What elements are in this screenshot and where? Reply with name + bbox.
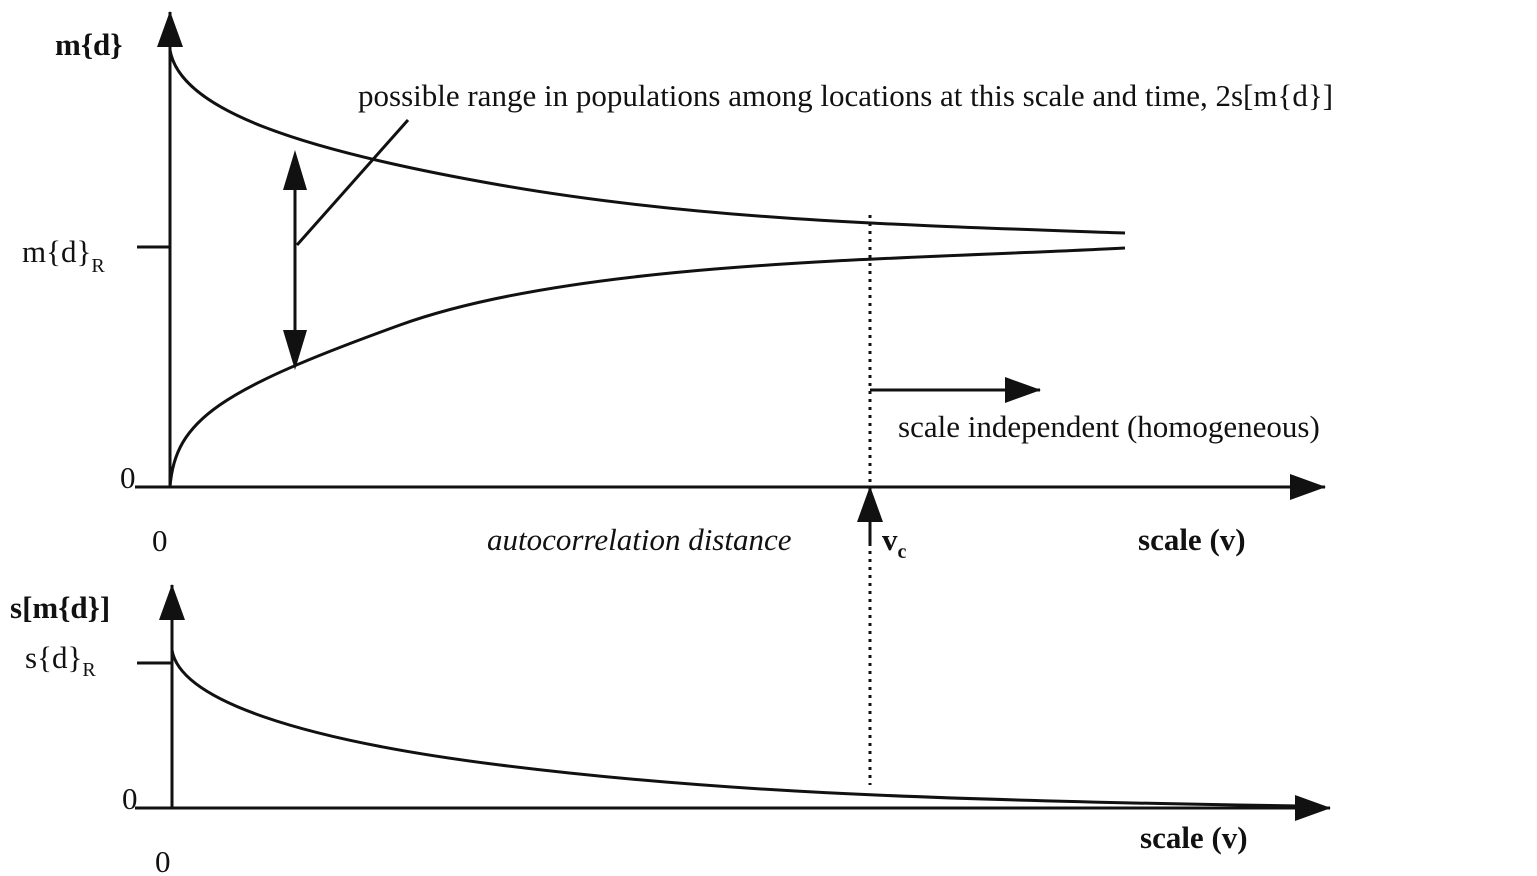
distance-label: autocorrelation distance	[487, 522, 792, 557]
y-axis-label: s[m{d}]	[10, 590, 110, 625]
range-annotation: possible range in populations among loca…	[358, 78, 1333, 113]
x-axis-label: scale (v)	[1140, 820, 1248, 855]
label-sub: c	[898, 541, 907, 563]
independence-annotation: scale independent (homogeneous)	[898, 409, 1320, 444]
deviation-curve	[170, 649, 1301, 808]
label-sub: R	[91, 255, 105, 277]
y-reference-label: m{d}R	[22, 234, 105, 277]
x-origin: 0	[152, 523, 168, 558]
x-axis-label: scale (v)	[1138, 522, 1246, 557]
lower-curve	[168, 246, 1126, 488]
label-main: s{d}	[25, 640, 82, 675]
label-main: m{d}	[22, 234, 91, 269]
critical-scale: vc	[882, 522, 907, 563]
label-sub: R	[82, 659, 96, 681]
y-axis-label: m{d}	[55, 27, 123, 62]
y-origin: 0	[120, 460, 136, 495]
bottom-panel: s[m{d}] s{d}R 0 0 scale (v)	[10, 584, 1331, 876]
top-panel: m{d} m{d}R 0 0 possible range in populat…	[22, 11, 1333, 563]
upper-curve	[168, 49, 1126, 235]
y-origin: 0	[122, 781, 138, 816]
y-reference-label: s{d}R	[25, 640, 96, 681]
leader-line	[295, 119, 410, 246]
label-main: v	[882, 522, 898, 557]
x-origin: 0	[155, 844, 171, 876]
